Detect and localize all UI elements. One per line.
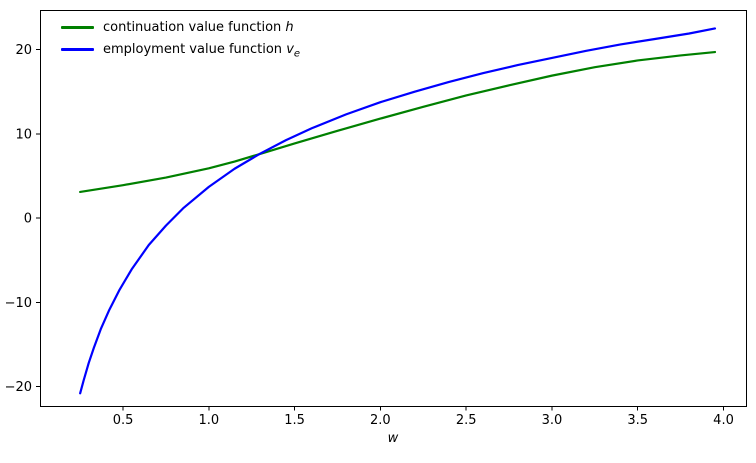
x-tick-label: 1.5 bbox=[284, 413, 305, 428]
x-tick-label: 0.5 bbox=[113, 413, 134, 428]
x-tick-label: 2.0 bbox=[370, 413, 391, 428]
legend-item-employment-value: employment value function ve bbox=[61, 41, 301, 60]
x-tick-label: 1.0 bbox=[198, 413, 219, 428]
x-tick-label: 3.5 bbox=[627, 413, 648, 428]
legend[interactable]: continuation value function h employment… bbox=[57, 17, 305, 60]
curve-employment-value-ve bbox=[79, 27, 717, 395]
y-tick-label: −10 bbox=[5, 296, 32, 311]
legend-label-continuation-value: continuation value function h bbox=[103, 20, 294, 35]
axes-frame bbox=[40, 10, 747, 407]
legend-line-blue bbox=[61, 48, 94, 51]
legend-line-green bbox=[61, 26, 94, 29]
y-tick-label: 20 bbox=[15, 43, 32, 58]
x-axis-label: w bbox=[387, 431, 399, 446]
x-tick-label: 3.0 bbox=[542, 413, 563, 428]
y-tick-label: 10 bbox=[15, 127, 32, 142]
legend-item-continuation-value: continuation value function h bbox=[61, 19, 300, 36]
x-tick-label: 2.5 bbox=[456, 413, 477, 428]
y-tick-label: −20 bbox=[5, 380, 32, 395]
x-tick-label: 4.0 bbox=[713, 413, 734, 428]
y-tick-label: 0 bbox=[24, 212, 32, 227]
curve-continuation-value-h bbox=[79, 50, 717, 194]
legend-label-employment-value: employment value function ve bbox=[103, 42, 301, 60]
